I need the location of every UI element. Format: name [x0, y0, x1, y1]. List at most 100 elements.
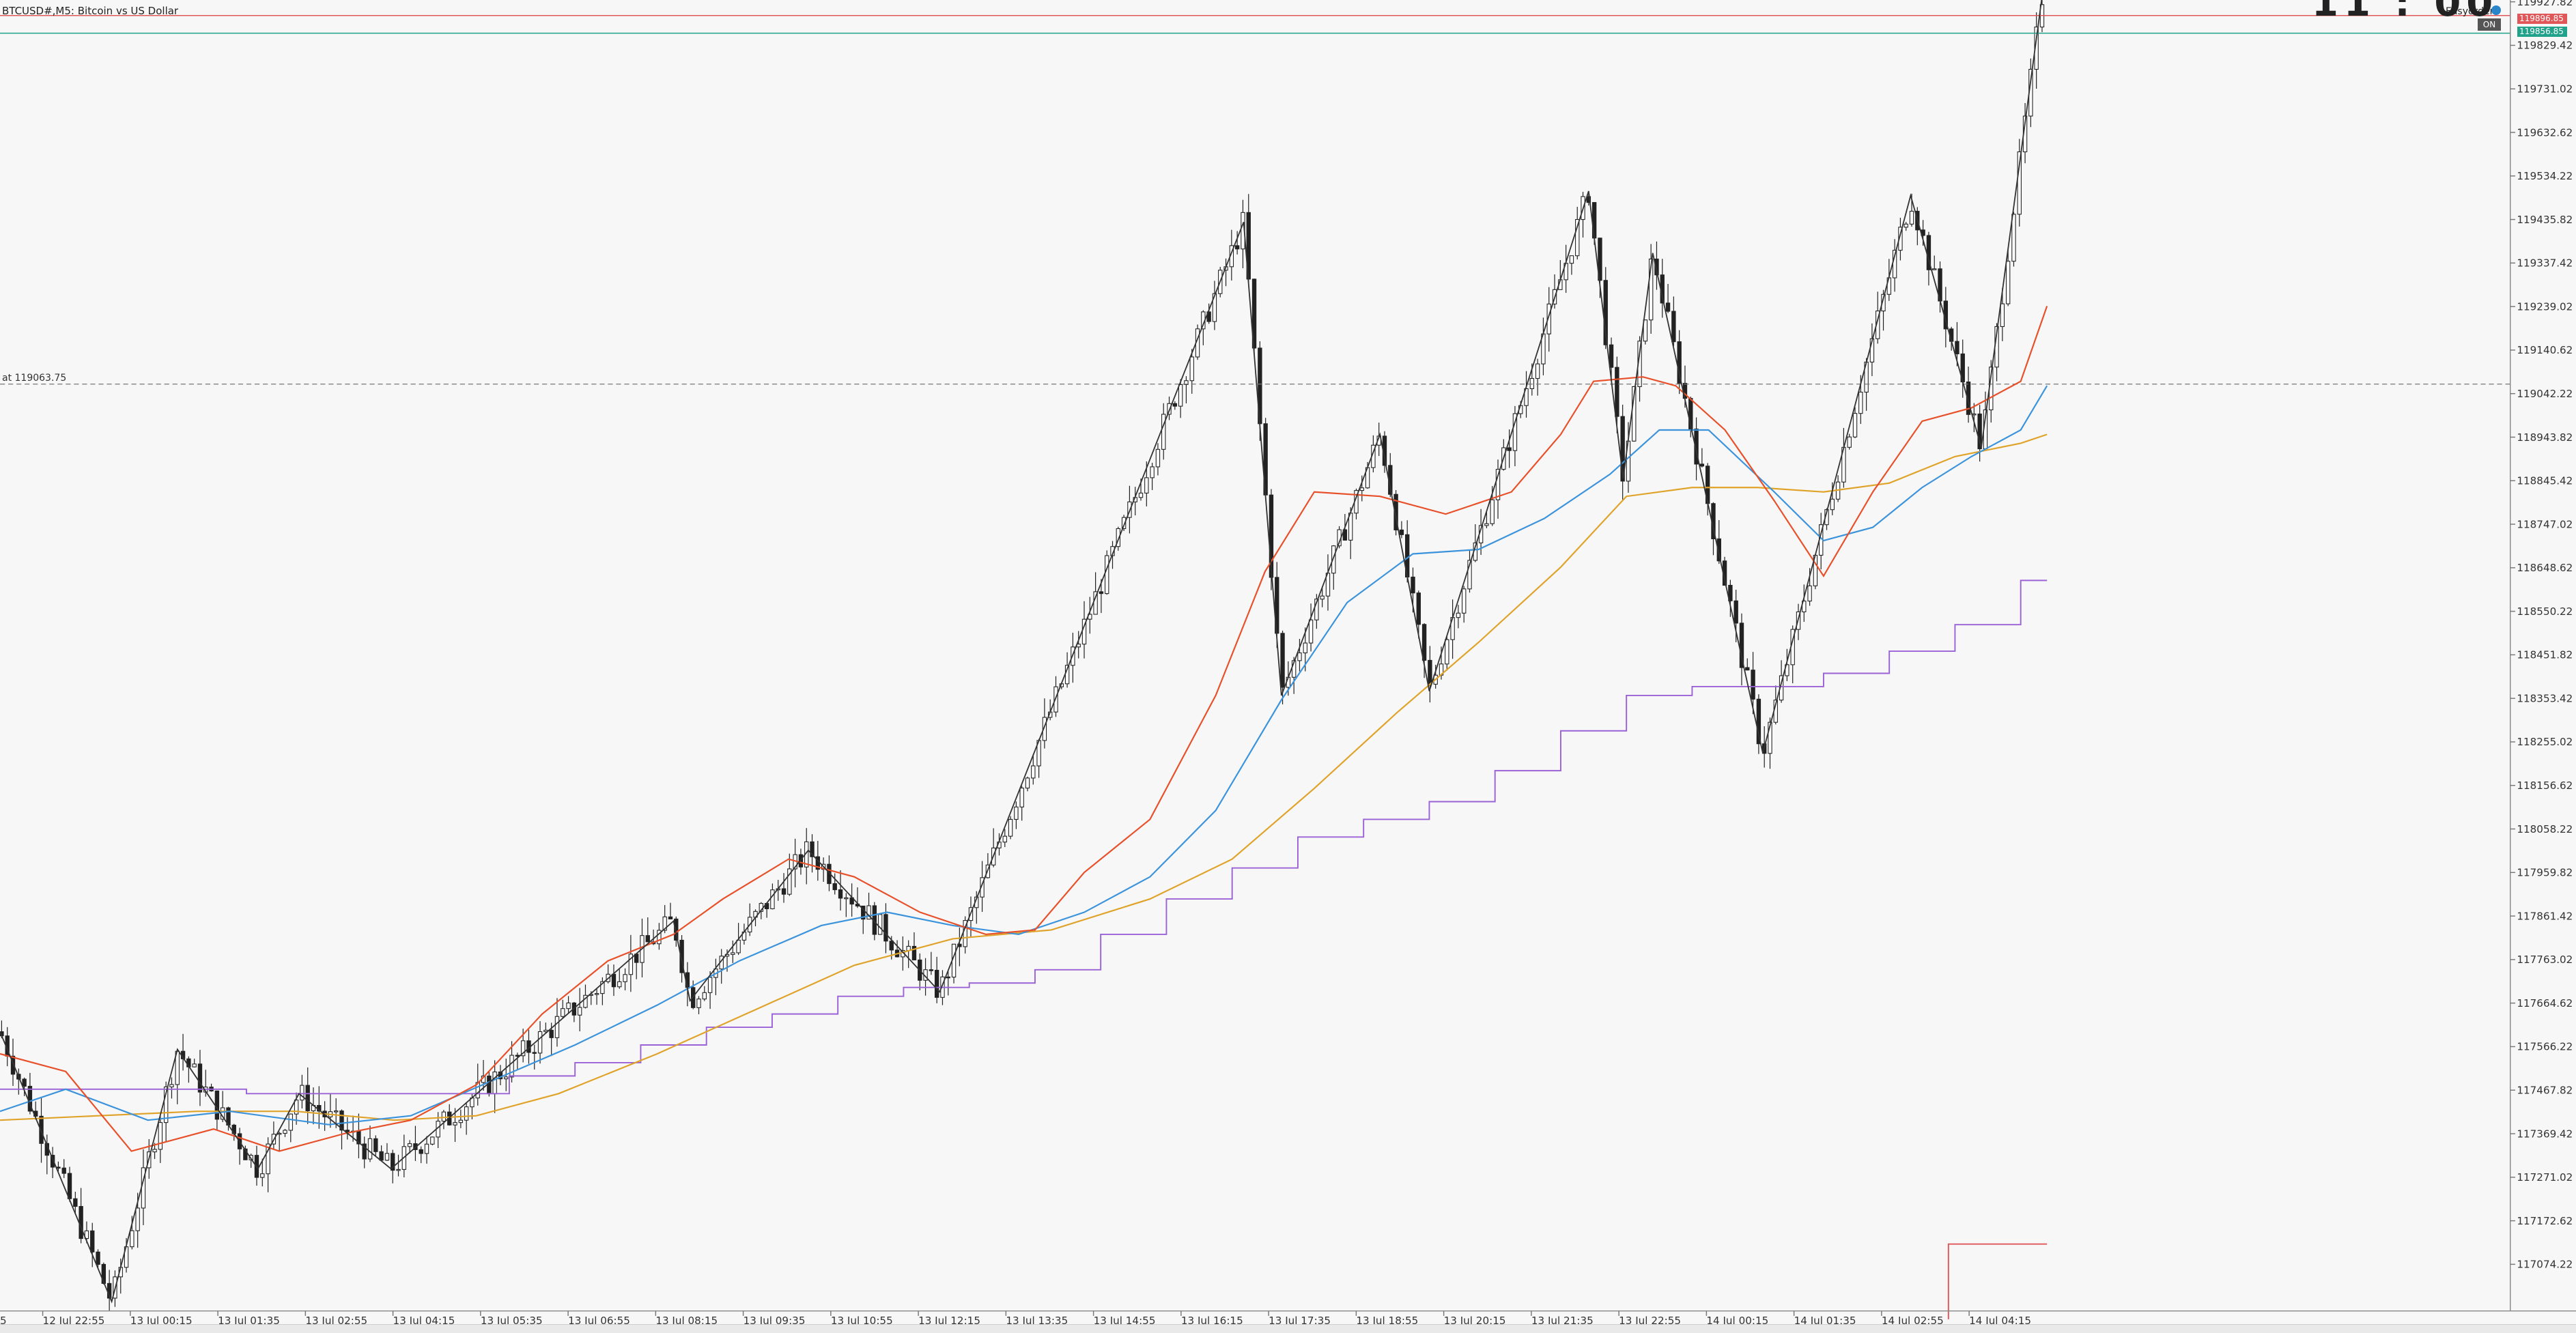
y-tick-label: 117467.82 — [2517, 1085, 2573, 1097]
x-tick-label: 13 Jul 16:15 — [1181, 1315, 1243, 1327]
candle-up — [731, 952, 735, 955]
candle-up — [169, 1084, 174, 1087]
candle-up — [696, 999, 701, 1008]
candle-up — [1121, 517, 1127, 530]
candle-up — [1648, 258, 1654, 321]
candle-down — [1665, 302, 1671, 312]
candle-up — [294, 1100, 299, 1115]
x-tick-label: 13 Jul 05:35 — [481, 1315, 543, 1327]
candle-up — [1535, 363, 1540, 379]
candle-up — [1546, 303, 1551, 334]
symbol-title: BTCUSD#,M5: Bitcoin vs US Dollar — [2, 5, 179, 17]
candle-up — [1014, 806, 1019, 820]
candle-down — [362, 1143, 367, 1160]
candle-down — [39, 1115, 44, 1144]
candle-down — [532, 1052, 537, 1054]
candle-up — [787, 868, 792, 895]
y-tick-label: 117959.82 — [2517, 867, 2573, 879]
candle-down — [1739, 622, 1744, 668]
candle-up — [1189, 356, 1194, 382]
y-tick-label: 118353.42 — [2517, 692, 2573, 704]
y-tick-label: 117271.02 — [2517, 1171, 2573, 1184]
candle-up — [561, 1008, 565, 1017]
horizontal-scrollbar[interactable] — [0, 1324, 2576, 1333]
y-tick-label: 119239.02 — [2517, 300, 2573, 313]
candle-up — [1932, 268, 1937, 270]
candle-up — [130, 1230, 135, 1248]
x-tick-label: 13 Jul 20:15 — [1444, 1315, 1506, 1327]
candle-up — [1184, 380, 1189, 385]
candle-up — [617, 981, 622, 988]
candle-up — [877, 914, 883, 935]
candle-up — [1144, 477, 1149, 493]
candle-down — [61, 1167, 66, 1174]
x-tick-label: 13 Jul 10:55 — [831, 1315, 893, 1327]
zigzag-line — [0, 0, 2043, 1304]
candle-down — [668, 916, 673, 919]
y-tick-label: 118845.42 — [2517, 475, 2573, 487]
candle-up — [1053, 686, 1058, 713]
chart-area — [0, 0, 2510, 1311]
candle-up — [1314, 599, 1319, 620]
candle-down — [1269, 494, 1274, 578]
x-tick-label: 13 Jul 18:55 — [1356, 1315, 1418, 1327]
candle-down — [781, 888, 787, 895]
candle-down — [832, 883, 837, 891]
candle-up — [1150, 466, 1155, 478]
candle-up — [577, 1007, 582, 1016]
candle-up — [1643, 319, 1648, 342]
candle-up — [1529, 377, 1535, 389]
smiley-icon — [2491, 5, 2501, 15]
candle-up — [1490, 499, 1495, 524]
candle-down — [929, 969, 934, 971]
candle-down — [79, 1205, 83, 1239]
candle-down — [1671, 311, 1676, 343]
y-tick-label: 118255.02 — [2517, 736, 2573, 748]
candle-down — [1280, 633, 1285, 688]
y-tick-label: 119927.82 — [2517, 0, 2573, 8]
candle-down — [90, 1230, 95, 1252]
candle-up — [1456, 612, 1461, 618]
candle-down — [645, 935, 650, 943]
candle-up — [1161, 414, 1166, 450]
x-tick-label: 13 Jul 21:35 — [1531, 1315, 1594, 1327]
x-tick-label: 13 Jul 02:55 — [305, 1315, 367, 1327]
candle-down — [861, 905, 866, 920]
candle-down — [911, 945, 917, 960]
x-tick-label: 14 Jul 02:55 — [1882, 1315, 1944, 1327]
y-tick-label: 117074.22 — [2517, 1259, 2573, 1271]
candle-down — [1694, 428, 1699, 465]
x-tick-label: 14 Jul 00:15 — [1706, 1315, 1768, 1327]
y-tick-label: 119534.22 — [2517, 170, 2573, 182]
ea-name-label[interactable]: Easyorder — [2446, 6, 2494, 17]
candle-up — [1830, 498, 1835, 511]
candle-up — [583, 994, 588, 1008]
candle-up — [277, 1132, 282, 1135]
candle-up — [384, 1153, 390, 1161]
candle-up — [441, 1111, 447, 1122]
candle-up — [430, 1136, 435, 1145]
candle-down — [487, 1075, 492, 1095]
candle-up — [1484, 523, 1489, 526]
x-tick-label: 14 Jul 04:15 — [1969, 1315, 2031, 1327]
ema-slow-line — [0, 433, 2048, 1121]
candle-up — [1858, 391, 1863, 414]
candle-down — [1654, 258, 1659, 276]
x-tick-label: 14 Jul 01:35 — [1794, 1315, 1856, 1327]
candle-up — [1495, 469, 1501, 500]
candle-down — [1677, 341, 1682, 384]
candle-down — [1699, 463, 1705, 467]
candle-up — [1008, 818, 1013, 837]
candle-up — [1569, 255, 1574, 264]
candle-up — [1025, 777, 1030, 789]
candle-up — [1467, 560, 1472, 590]
candle-up — [334, 1110, 339, 1113]
x-tick-label: 13 Jul 08:15 — [655, 1315, 718, 1327]
step-indicator-line — [0, 579, 2048, 1095]
candle-down — [1411, 576, 1415, 594]
ea-status-badge[interactable]: ON — [2478, 18, 2501, 31]
candle-up — [707, 977, 713, 993]
x-tick-label: 12 Jul 22:55 — [43, 1315, 105, 1327]
candle-up — [453, 1122, 457, 1126]
